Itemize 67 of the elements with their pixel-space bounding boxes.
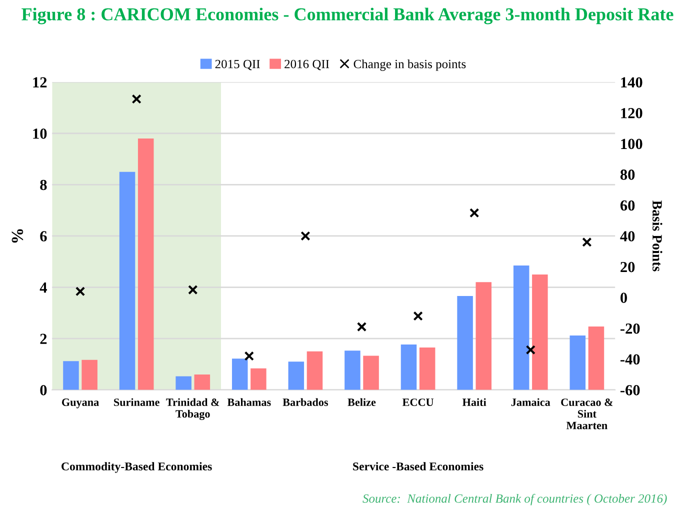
y2-tick-label: 20 [620, 262, 635, 272]
bar [588, 326, 604, 390]
y-tick-label: 10 [33, 128, 47, 139]
x-tick-label: Suriname [114, 398, 160, 406]
y2-tick-label: 40 [620, 231, 635, 242]
bar [63, 361, 79, 390]
x-tick-label: Bahamas [227, 398, 271, 406]
y2-tick-label: 60 [620, 200, 635, 211]
y-tick-label: 2 [40, 334, 47, 344]
point [75, 286, 86, 296]
legend-label: 2015 QII [215, 60, 260, 70]
point [413, 311, 423, 321]
legend-label: Change in basis points [354, 59, 466, 71]
bar [82, 360, 98, 390]
bar [532, 274, 548, 390]
x-tick-label: Jamaica [511, 398, 550, 406]
bar [194, 374, 210, 390]
x-tick-label: Trinidad & Tobago [166, 398, 220, 420]
point [300, 231, 310, 241]
point [356, 322, 367, 332]
text: Commodity-Based Economies [62, 462, 212, 473]
bar [457, 296, 473, 390]
point [582, 237, 592, 247]
x-tick-label: ECCU [402, 398, 434, 406]
legend-label: 2016 QII [284, 60, 330, 70]
bar [138, 138, 154, 390]
bar [476, 282, 492, 390]
bar [306, 351, 323, 390]
x-tick-label: Curacao & Sint Maarten [561, 398, 613, 430]
source-note: Source: National Central Bank of countries ( October 2016) [362, 494, 667, 506]
bar [232, 358, 248, 390]
x-tick-label: Barbados [282, 398, 328, 406]
y-axis-title: % [12, 229, 24, 243]
point [526, 345, 536, 355]
y2-tick-label: 80 [620, 170, 635, 180]
y-tick-label: 12 [33, 77, 47, 88]
y-tick-label: 6 [40, 231, 47, 242]
y2-tick-label: -20 [620, 323, 640, 334]
point [188, 284, 198, 295]
text: Service -Based Economies [353, 462, 484, 470]
y2-axis-title: Basis Points [652, 200, 662, 272]
x-tick-label: Guyana [62, 398, 99, 408]
bar [119, 172, 136, 390]
bar [288, 362, 304, 390]
bar [570, 336, 586, 390]
y2-tick-label: 0 [620, 292, 627, 303]
point [132, 94, 142, 104]
y-tick-label: 4 [40, 282, 47, 293]
x-tick-label: Belize [348, 398, 376, 406]
bar [400, 344, 417, 390]
y2-tick-label: 140 [621, 77, 642, 88]
bar [344, 350, 360, 390]
y2-tick-label: -40 [620, 354, 640, 365]
y-tick-label: 8 [40, 180, 47, 190]
bar [419, 348, 436, 390]
y2-tick-label: 120 [621, 108, 642, 118]
bar [513, 265, 530, 390]
x-tick-label: Haiti [462, 398, 486, 406]
y2-tick-label: -60 [620, 385, 640, 396]
point [469, 208, 480, 218]
bar [363, 356, 379, 390]
chart-title: Figure 8 : CARICOM Economies - Commercial Bank Average 3-month Deposit Rate [22, 8, 674, 24]
point [244, 351, 254, 361]
bar [176, 376, 192, 390]
y-tick-label: 0 [40, 385, 47, 396]
y2-tick-label: 100 [621, 138, 642, 150]
bar [250, 368, 266, 390]
